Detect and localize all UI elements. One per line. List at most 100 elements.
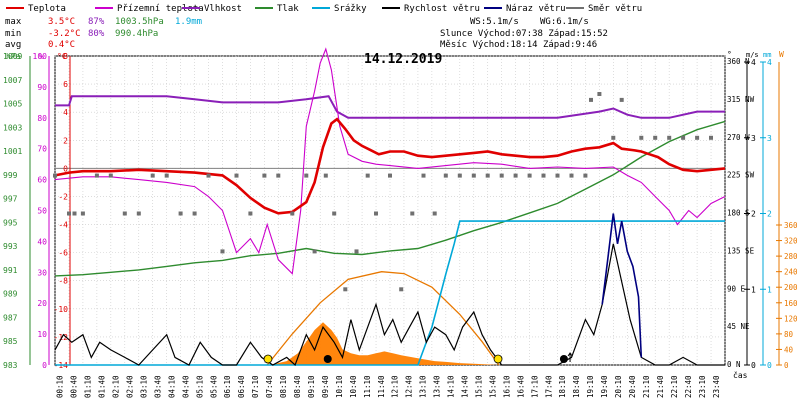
time-tick-label: 08:40: [293, 375, 302, 398]
time-tick-label: 19:40: [600, 375, 609, 398]
temp-tick-label: 6: [63, 80, 68, 89]
dir-tick-label: 90 E: [727, 284, 746, 293]
hpa-tick-label: 985: [3, 337, 18, 346]
wind-dir-point: [312, 249, 317, 254]
pct-tick-label: 40: [37, 237, 47, 246]
wind-dir-point: [108, 173, 113, 178]
time-tick-label: 11:40: [377, 375, 386, 398]
wm-tick-label: 0: [784, 361, 789, 370]
pct-tick-label: 50: [37, 207, 47, 216]
time-tick-label: 00:40: [70, 375, 79, 398]
stat-max-temp: 3.5°C: [48, 17, 75, 27]
hpa-tick-label: 1007: [3, 76, 22, 85]
time-tick-label: 09:10: [307, 375, 316, 398]
time-tick-label: 20:10: [614, 375, 623, 398]
mm-tick-label: 2: [767, 210, 772, 219]
time-tick-label: 01:10: [84, 375, 93, 398]
time-tick-label: 03:10: [139, 375, 148, 398]
wind-dir-point: [443, 173, 448, 178]
legend-label: Srážky: [334, 4, 367, 14]
legend-label: Teplota: [28, 4, 66, 14]
mm-tick-label: 1: [767, 285, 772, 294]
mm-tick-label: 4: [767, 58, 772, 67]
temp-tick-label: 4: [63, 108, 68, 117]
wind-dir-point: [471, 173, 476, 178]
wm-tick-label: 240: [784, 268, 798, 277]
temp-tick-label: -4: [58, 221, 68, 230]
time-tick-label: 08:10: [279, 375, 288, 398]
precip-line: [55, 220, 725, 366]
info-moon: Měsíc Východ:18:14 Západ:9:46: [440, 40, 597, 50]
legend-label: Rychlost větru: [404, 4, 480, 14]
moonrise-marker: [559, 355, 568, 363]
dir-tick-label: 0 N: [727, 360, 741, 369]
mm-tick-label: 3: [767, 134, 772, 143]
stat-max-rain: 1.9mm: [175, 17, 202, 27]
hpa-unit: hPa: [6, 52, 21, 61]
temp-tick-label: -2: [58, 192, 68, 201]
wind-dir-point: [94, 173, 99, 178]
time-tick-label: 07:40: [265, 375, 274, 398]
hpa-tick-label: 991: [3, 266, 18, 275]
wind-dir-point: [589, 97, 593, 102]
info-sun: Slunce Východ:07:38 Západ:15:52: [440, 29, 608, 39]
time-tick-label: 16:10: [502, 375, 511, 398]
wind-dir-point: [639, 135, 644, 140]
pct-tick-label: 30: [37, 268, 47, 277]
wind-dir-point: [80, 211, 85, 216]
wind-dir-point: [136, 211, 141, 216]
wind-dir-point: [499, 173, 504, 178]
temp-tick-label: -10: [54, 305, 69, 314]
wind-dir-point: [555, 173, 560, 178]
time-tick-label: 04:10: [167, 375, 176, 398]
pct-tick-label: 70: [37, 145, 47, 154]
time-tick-label: 11:10: [363, 375, 372, 398]
legend-label: Směr větru: [588, 4, 642, 14]
ground-temp-line: [54, 47, 726, 275]
temp-tick-label: 2: [63, 136, 68, 145]
stat-min-hum: 80%: [88, 29, 105, 39]
time-tick-label: 00:10: [56, 375, 65, 398]
stat-label: min: [5, 29, 21, 39]
wind-dir-point: [457, 173, 462, 178]
time-tick-label: 10:40: [349, 375, 358, 398]
pct-tick-label: 0: [42, 361, 47, 370]
sun-curve: [266, 271, 500, 366]
plot-frame: [54, 55, 726, 366]
wind-dir-point: [150, 173, 155, 178]
wind-dir-point: [432, 211, 437, 216]
humidity-line: [55, 95, 725, 119]
info-wg: WG:6.1m/s: [540, 17, 589, 27]
time-tick-label: 19:10: [586, 375, 595, 398]
wind-dir-point: [220, 249, 225, 254]
pct-tick-label: 20: [37, 299, 47, 308]
time-tick-label: 17:10: [530, 375, 539, 398]
pct-tick-label: 100: [33, 52, 48, 61]
hpa-tick-label: 1003: [3, 123, 22, 132]
wind-dir-point: [276, 173, 281, 178]
ms-tick-label: 4: [751, 58, 756, 67]
hpa-tick-label: 983: [3, 361, 18, 370]
temp-tick-label: -8: [58, 277, 68, 286]
time-tick-label: 15:40: [488, 375, 497, 398]
temp-tick-label: -6: [58, 249, 68, 258]
wm-tick-label: 320: [784, 237, 798, 246]
stat-label: max: [5, 17, 22, 27]
wind-dir-point: [695, 135, 700, 140]
wind-dir-point: [234, 173, 239, 178]
dir-tick-label: 360 N: [727, 57, 750, 66]
wind-dir-point: [410, 211, 415, 216]
stat-min-press: 990.4hPa: [115, 29, 158, 39]
dir-tick-label: 315 NW: [727, 95, 755, 104]
time-tick-label: 06:10: [223, 375, 232, 398]
temp-tick-label: -12: [54, 333, 69, 342]
time-tick-label: 22:10: [670, 375, 679, 398]
time-tick-label: 05:40: [209, 375, 218, 398]
temp-tick-label: 0: [63, 164, 68, 173]
wind-dir-point: [290, 211, 295, 216]
ms-tick-label: 2: [751, 210, 756, 219]
time-tick-label: 03:40: [153, 375, 162, 398]
hpa-tick-label: 993: [3, 242, 18, 251]
